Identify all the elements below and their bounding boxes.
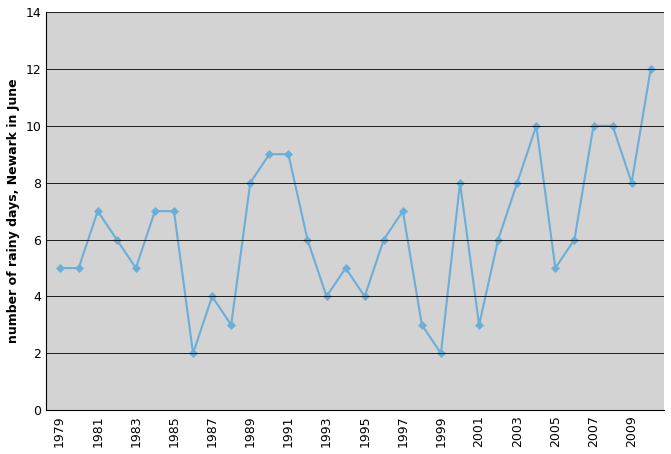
Y-axis label: number of rainy days, Newark in June: number of rainy days, Newark in June: [7, 79, 20, 343]
